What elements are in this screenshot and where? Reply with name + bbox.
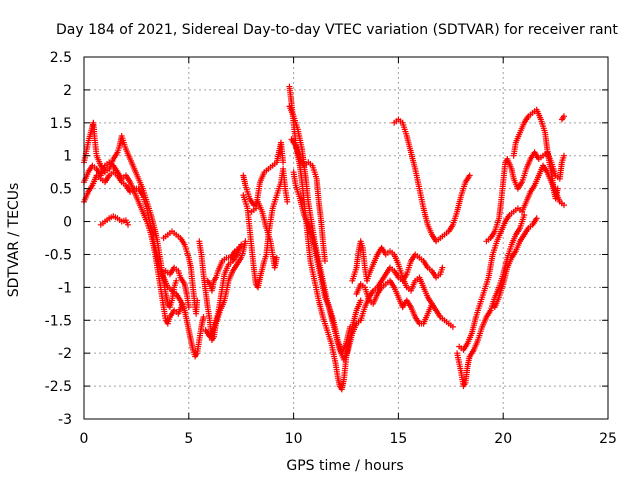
data-series (160, 228, 201, 317)
x-tick-label: 5 (184, 431, 193, 447)
data-series (288, 136, 328, 264)
data-series (97, 213, 131, 228)
y-tick-label: 1 (63, 149, 72, 165)
plus-markers (204, 244, 243, 294)
data-series (491, 215, 540, 311)
x-axis-label: GPS time / hours (286, 458, 403, 474)
plus-markers (240, 165, 291, 291)
plus-markers (248, 139, 287, 215)
data-series (357, 251, 446, 324)
plus-markers (162, 264, 192, 311)
data-series (81, 169, 207, 360)
data-series (202, 241, 245, 340)
y-tick-label: -2 (58, 346, 72, 362)
data-series (353, 277, 435, 327)
plus-markers (290, 169, 354, 357)
x-tick-label: 20 (494, 431, 512, 447)
y-tick-label: 2 (63, 83, 72, 99)
plus-markers (510, 106, 561, 202)
data-series (240, 165, 291, 291)
y-tick-label: -3 (58, 412, 72, 428)
y-tick-label: -2.5 (45, 379, 72, 395)
plus-markers (558, 113, 567, 123)
chart-title: Day 184 of 2021, Sidereal Day-to-day VTE… (56, 22, 618, 38)
x-axis-tick-labels: 0 5 10 15 20 25 (80, 431, 617, 447)
y-tick-label: -1.5 (45, 313, 72, 329)
data-series (558, 113, 567, 123)
plus-markers (349, 238, 456, 330)
x-tick-label: 0 (80, 431, 89, 447)
data-series (349, 238, 456, 330)
y-axis-label: SDTVAR / TECUs (6, 183, 22, 298)
y-tick-label: 0.5 (50, 182, 72, 198)
plus-markers (353, 277, 435, 327)
data-series (391, 116, 473, 245)
plus-markers (391, 116, 473, 245)
data-series (454, 212, 528, 390)
plus-markers (202, 241, 245, 340)
y-tick-label: -0.5 (45, 247, 72, 263)
x-tick-label: 25 (599, 431, 617, 447)
y-tick-label: 1.5 (50, 116, 72, 132)
y-axis-tick-labels: -3 -2.5 -2 -1.5 -1 -0.5 0 0.5 1 1.5 2 2.5 (45, 50, 72, 428)
data-series (290, 169, 354, 357)
plot-frame (83, 56, 609, 420)
data-series (204, 244, 243, 294)
axis-ticks (83, 56, 609, 420)
plus-markers (81, 169, 207, 360)
plot-series (81, 83, 567, 393)
data-series (510, 106, 561, 202)
plus-markers (491, 215, 540, 311)
plus-markers (288, 136, 328, 264)
plus-markers (160, 228, 201, 317)
plus-markers (454, 212, 528, 390)
x-tick-label: 10 (285, 431, 303, 447)
data-series (162, 264, 192, 311)
y-tick-label: 0 (63, 215, 72, 231)
y-tick-label: -1 (58, 280, 72, 296)
y-tick-label: 2.5 (50, 50, 72, 66)
data-series (248, 139, 287, 215)
plus-markers (97, 213, 131, 228)
plus-markers (357, 251, 446, 324)
x-tick-label: 15 (389, 431, 407, 447)
